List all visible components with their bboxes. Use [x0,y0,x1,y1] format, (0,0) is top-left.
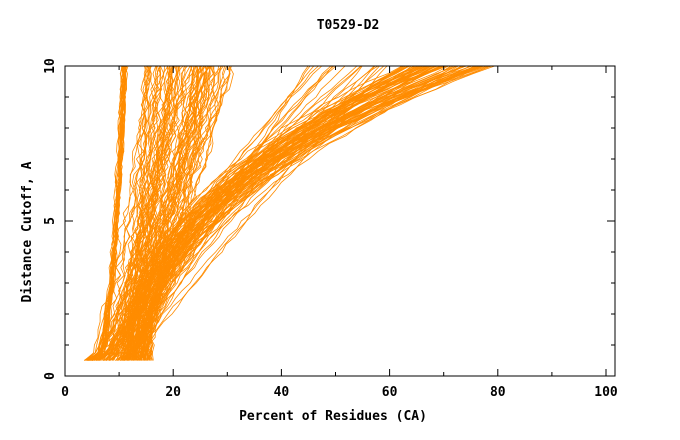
curve-dense-left [84,65,152,361]
x-axis-label: Percent of Residues (CA) [239,409,427,424]
x-tick-label: 0 [61,385,69,400]
curve-dense-right [139,65,488,361]
curves-group [83,65,495,361]
curve-dense-right [128,65,478,361]
x-tick-label: 40 [274,385,290,400]
curve-dense-left [100,65,176,361]
curve-dense-right [128,65,458,361]
curve-steep-left [87,65,128,361]
x-tick-label: 20 [165,385,181,400]
curve-dense-right [138,65,403,361]
y-axis-label: Distance Cutoff, A [20,161,35,302]
curve-dense-right [132,65,475,361]
curve-dense-left [98,65,174,361]
curve-dense-right [138,65,445,361]
curve-dense-left [96,65,148,361]
curve-dense-right [147,65,471,361]
axes-group: 0 20 40 60 80 100 0 5 10 [43,58,618,400]
chart-title: T0529-D2 [317,18,380,33]
curve-dense-right [148,65,416,361]
curve-dense-left [108,65,185,361]
curve-dense-left [95,65,149,361]
curve-dense-left [91,65,207,361]
curve-dense-right [132,65,472,361]
curve-steep-left [87,65,123,361]
x-tick-label: 80 [490,385,506,400]
curve-dense-left [112,65,180,361]
curve-dense-right [123,65,480,361]
curve-dense-right [144,65,443,361]
curve-dense-right [131,65,433,361]
curve-dense-right [135,65,429,361]
curve-dense-left [93,65,193,361]
y-tick-label: 10 [43,58,58,74]
y-tick-label: 0 [43,372,58,380]
curve-dense-left [85,65,162,361]
curve-dense-left [105,65,170,361]
x-tick-label: 60 [382,385,398,400]
curve-dense-left [108,65,147,361]
x-tick-label: 100 [594,385,618,400]
y-tick-label: 5 [43,217,58,225]
curve-dense-right [146,65,456,361]
curve-dense-right [127,65,431,361]
